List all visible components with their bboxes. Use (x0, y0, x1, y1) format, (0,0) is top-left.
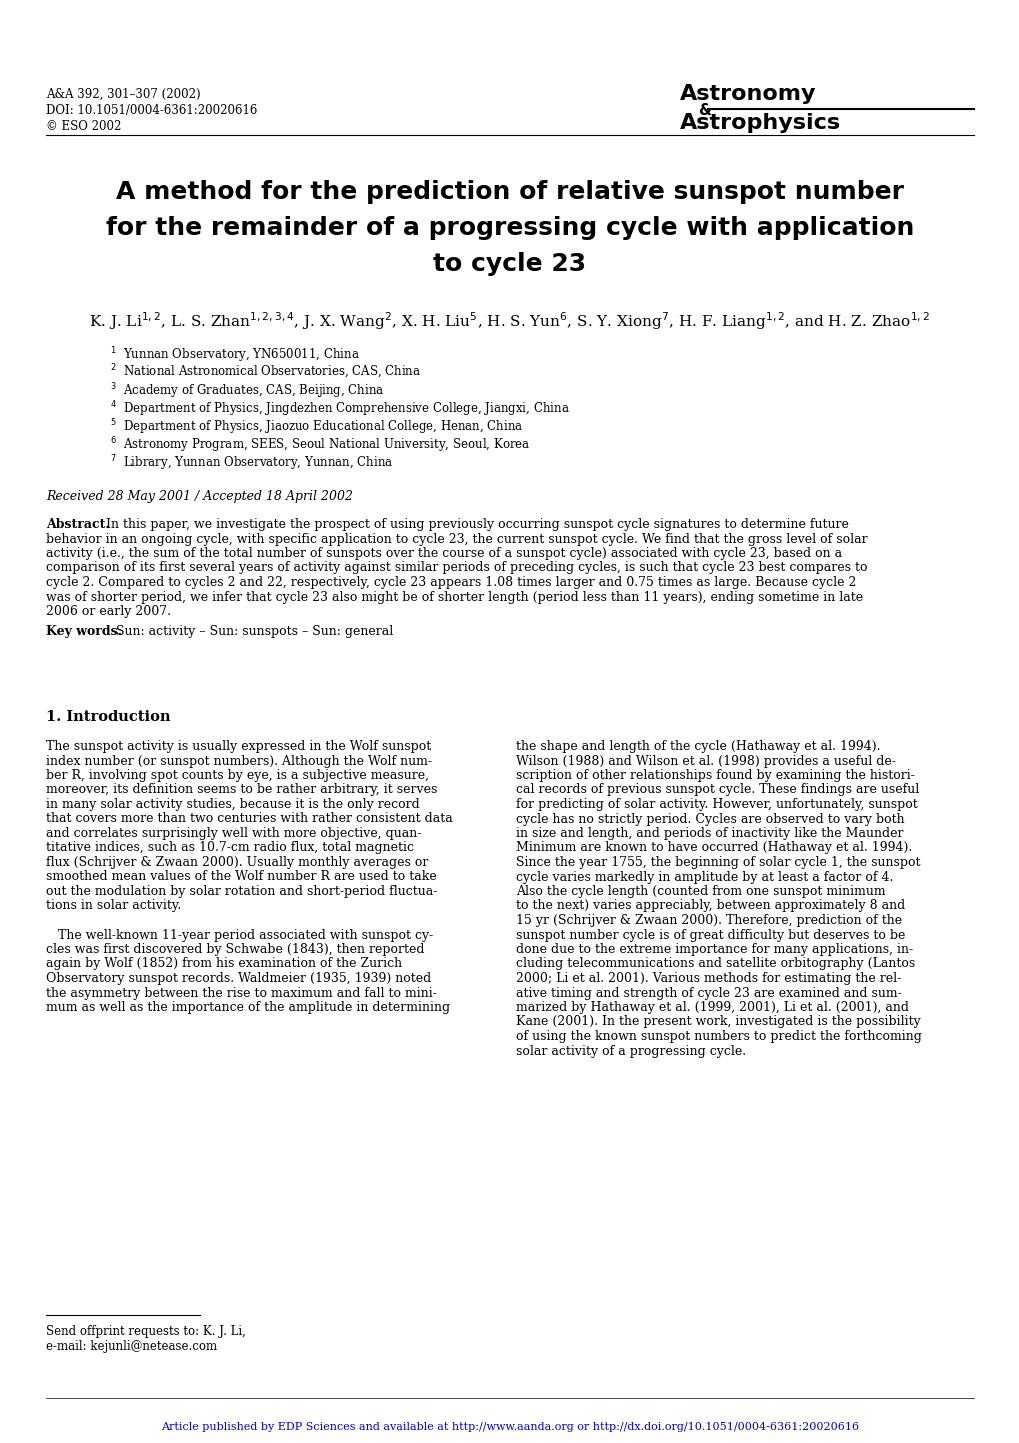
Text: The sunspot activity is usually expressed in the Wolf sunspot: The sunspot activity is usually expresse… (46, 740, 431, 753)
Text: cluding telecommunications and satellite orbitography (Lantos: cluding telecommunications and satellite… (516, 958, 914, 971)
Text: $^2$  National Astronomical Observatories, CAS, China: $^2$ National Astronomical Observatories… (110, 364, 421, 381)
Text: Astrophysics: Astrophysics (680, 113, 841, 133)
Text: the shape and length of the cycle (Hathaway et al. 1994).: the shape and length of the cycle (Hatha… (516, 740, 879, 753)
Text: marized by Hathaway et al. (1999, 2001), Li et al. (2001), and: marized by Hathaway et al. (1999, 2001),… (516, 1001, 908, 1014)
Text: Minimum are known to have occurred (Hathaway et al. 1994).: Minimum are known to have occurred (Hath… (516, 841, 911, 854)
Text: Key words.: Key words. (46, 625, 122, 638)
Text: to cycle 23: to cycle 23 (433, 253, 586, 276)
Text: Since the year 1755, the beginning of solar cycle 1, the sunspot: Since the year 1755, the beginning of so… (516, 856, 919, 869)
Text: Article published by EDP Sciences and available at http://www.aanda.org or http:: Article published by EDP Sciences and av… (161, 1421, 858, 1431)
Text: done due to the extreme importance for many applications, in-: done due to the extreme importance for m… (516, 942, 912, 957)
Text: and correlates surprisingly well with more objective, quan-: and correlates surprisingly well with mo… (46, 827, 421, 840)
Text: the asymmetry between the rise to maximum and fall to mini-: the asymmetry between the rise to maximu… (46, 987, 436, 1000)
Text: A method for the prediction of relative sunspot number: A method for the prediction of relative … (116, 180, 903, 203)
Text: Kane (2001). In the present work, investigated is the possibility: Kane (2001). In the present work, invest… (516, 1016, 920, 1029)
Text: sunspot number cycle is of great difficulty but deserves to be: sunspot number cycle is of great difficu… (516, 928, 905, 941)
Text: cles was first discovered by Schwabe (1843), then reported: cles was first discovered by Schwabe (18… (46, 942, 424, 957)
Text: Wilson (1988) and Wilson et al. (1998) provides a useful de-: Wilson (1988) and Wilson et al. (1998) p… (516, 755, 895, 768)
Text: © ESO 2002: © ESO 2002 (46, 120, 121, 133)
Text: for the remainder of a progressing cycle with application: for the remainder of a progressing cycle… (106, 216, 913, 240)
Text: K. J. Li$^{1,2}$, L. S. Zhan$^{1,2,3,4}$, J. X. Wang$^{2}$, X. H. Liu$^{5}$, H. : K. J. Li$^{1,2}$, L. S. Zhan$^{1,2,3,4}$… (90, 310, 929, 332)
Text: ber R, involving spot counts by eye, is a subjective measure,: ber R, involving spot counts by eye, is … (46, 769, 429, 782)
Text: &: & (697, 102, 710, 118)
Text: 2000; Li et al. 2001). Various methods for estimating the rel-: 2000; Li et al. 2001). Various methods f… (516, 973, 901, 986)
Text: in size and length, and periods of inactivity like the Maunder: in size and length, and periods of inact… (516, 827, 903, 840)
Text: of using the known sunspot numbers to predict the forthcoming: of using the known sunspot numbers to pr… (516, 1030, 921, 1043)
Text: flux (Schrijver & Zwaan 2000). Usually monthly averages or: flux (Schrijver & Zwaan 2000). Usually m… (46, 856, 428, 869)
Text: smoothed mean values of the Wolf number R are used to take: smoothed mean values of the Wolf number … (46, 870, 436, 883)
Text: tions in solar activity.: tions in solar activity. (46, 899, 181, 912)
Text: comparison of its first several years of activity against similar periods of pre: comparison of its first several years of… (46, 561, 866, 574)
Text: scription of other relationships found by examining the histori-: scription of other relationships found b… (516, 769, 914, 782)
Text: 15 yr (Schrijver & Zwaan 2000). Therefore, prediction of the: 15 yr (Schrijver & Zwaan 2000). Therefor… (516, 913, 901, 926)
Text: behavior in an ongoing cycle, with specific application to cycle 23, the current: behavior in an ongoing cycle, with speci… (46, 532, 867, 545)
Text: $^1$  Yunnan Observatory, YN650011, China: $^1$ Yunnan Observatory, YN650011, China (110, 345, 360, 365)
Text: A&A 392, 301–307 (2002): A&A 392, 301–307 (2002) (46, 88, 201, 101)
Text: activity (i.e., the sum of the total number of sunspots over the course of a sun: activity (i.e., the sum of the total num… (46, 547, 842, 560)
Text: moreover, its definition seems to be rather arbitrary, it serves: moreover, its definition seems to be rat… (46, 784, 437, 797)
Text: $^3$  Academy of Graduates, CAS, Beijing, China: $^3$ Academy of Graduates, CAS, Beijing,… (110, 381, 384, 401)
Text: to the next) varies appreciably, between approximately 8 and: to the next) varies appreciably, between… (516, 899, 905, 912)
Text: Observatory sunspot records. Waldmeier (1935, 1939) noted: Observatory sunspot records. Waldmeier (… (46, 973, 431, 986)
Text: titative indices, such as 10.7-cm radio flux, total magnetic: titative indices, such as 10.7-cm radio … (46, 841, 414, 854)
Text: for predicting of solar activity. However, unfortunately, sunspot: for predicting of solar activity. Howeve… (516, 798, 917, 811)
Text: cycle has no strictly period. Cycles are observed to vary both: cycle has no strictly period. Cycles are… (516, 812, 904, 825)
Text: $^4$  Department of Physics, Jingdezhen Comprehensive College, Jiangxi, China: $^4$ Department of Physics, Jingdezhen C… (110, 400, 570, 418)
Text: Abstract.: Abstract. (46, 518, 110, 531)
Text: The well-known 11-year period associated with sunspot cy-: The well-known 11-year period associated… (46, 928, 433, 941)
Text: 1. Introduction: 1. Introduction (46, 710, 170, 724)
Text: DOI: 10.1051/0004-6361:20020616: DOI: 10.1051/0004-6361:20020616 (46, 104, 257, 117)
Text: ative timing and strength of cycle 23 are examined and sum-: ative timing and strength of cycle 23 ar… (516, 987, 901, 1000)
Text: solar activity of a progressing cycle.: solar activity of a progressing cycle. (516, 1045, 745, 1058)
Text: in many solar activity studies, because it is the only record: in many solar activity studies, because … (46, 798, 420, 811)
Text: Also the cycle length (counted from one sunspot minimum: Also the cycle length (counted from one … (516, 885, 884, 898)
Text: cycle 2. Compared to cycles 2 and 22, respectively, cycle 23 appears 1.08 times : cycle 2. Compared to cycles 2 and 22, re… (46, 576, 856, 589)
Text: e-mail: kejunli@netease.com: e-mail: kejunli@netease.com (46, 1341, 217, 1354)
Text: cycle varies markedly in amplitude by at least a factor of 4.: cycle varies markedly in amplitude by at… (516, 870, 893, 883)
Text: mum as well as the importance of the amplitude in determining: mum as well as the importance of the amp… (46, 1001, 449, 1014)
Text: out the modulation by solar rotation and short-period fluctua-: out the modulation by solar rotation and… (46, 885, 437, 898)
Text: $^7$  Library, Yunnan Observatory, Yunnan, China: $^7$ Library, Yunnan Observatory, Yunnan… (110, 453, 393, 473)
Text: Send offprint requests to: K. J. Li,: Send offprint requests to: K. J. Li, (46, 1325, 246, 1338)
Text: $^5$  Department of Physics, Jiaozuo Educational College, Henan, China: $^5$ Department of Physics, Jiaozuo Educ… (110, 417, 523, 437)
Text: $^6$  Astronomy Program, SEES, Seoul National University, Seoul, Korea: $^6$ Astronomy Program, SEES, Seoul Nati… (110, 434, 530, 455)
Text: Sun: activity – Sun: sunspots – Sun: general: Sun: activity – Sun: sunspots – Sun: gen… (108, 625, 393, 638)
Text: cal records of previous sunspot cycle. These findings are useful: cal records of previous sunspot cycle. T… (516, 784, 918, 797)
Text: 2006 or early 2007.: 2006 or early 2007. (46, 605, 171, 618)
Text: that covers more than two centuries with rather consistent data: that covers more than two centuries with… (46, 812, 452, 825)
Text: index number (or sunspot numbers). Although the Wolf num-: index number (or sunspot numbers). Altho… (46, 755, 432, 768)
Text: Astronomy: Astronomy (680, 84, 815, 104)
Text: was of shorter period, we infer that cycle 23 also might be of shorter length (p: was of shorter period, we infer that cyc… (46, 590, 862, 603)
Text: Received 28 May 2001 / Accepted 18 April 2002: Received 28 May 2001 / Accepted 18 April… (46, 491, 353, 504)
Text: again by Wolf (1852) from his examination of the Zurich: again by Wolf (1852) from his examinatio… (46, 958, 401, 971)
Text: In this paper, we investigate the prospect of using previously occurring sunspot: In this paper, we investigate the prospe… (98, 518, 848, 531)
